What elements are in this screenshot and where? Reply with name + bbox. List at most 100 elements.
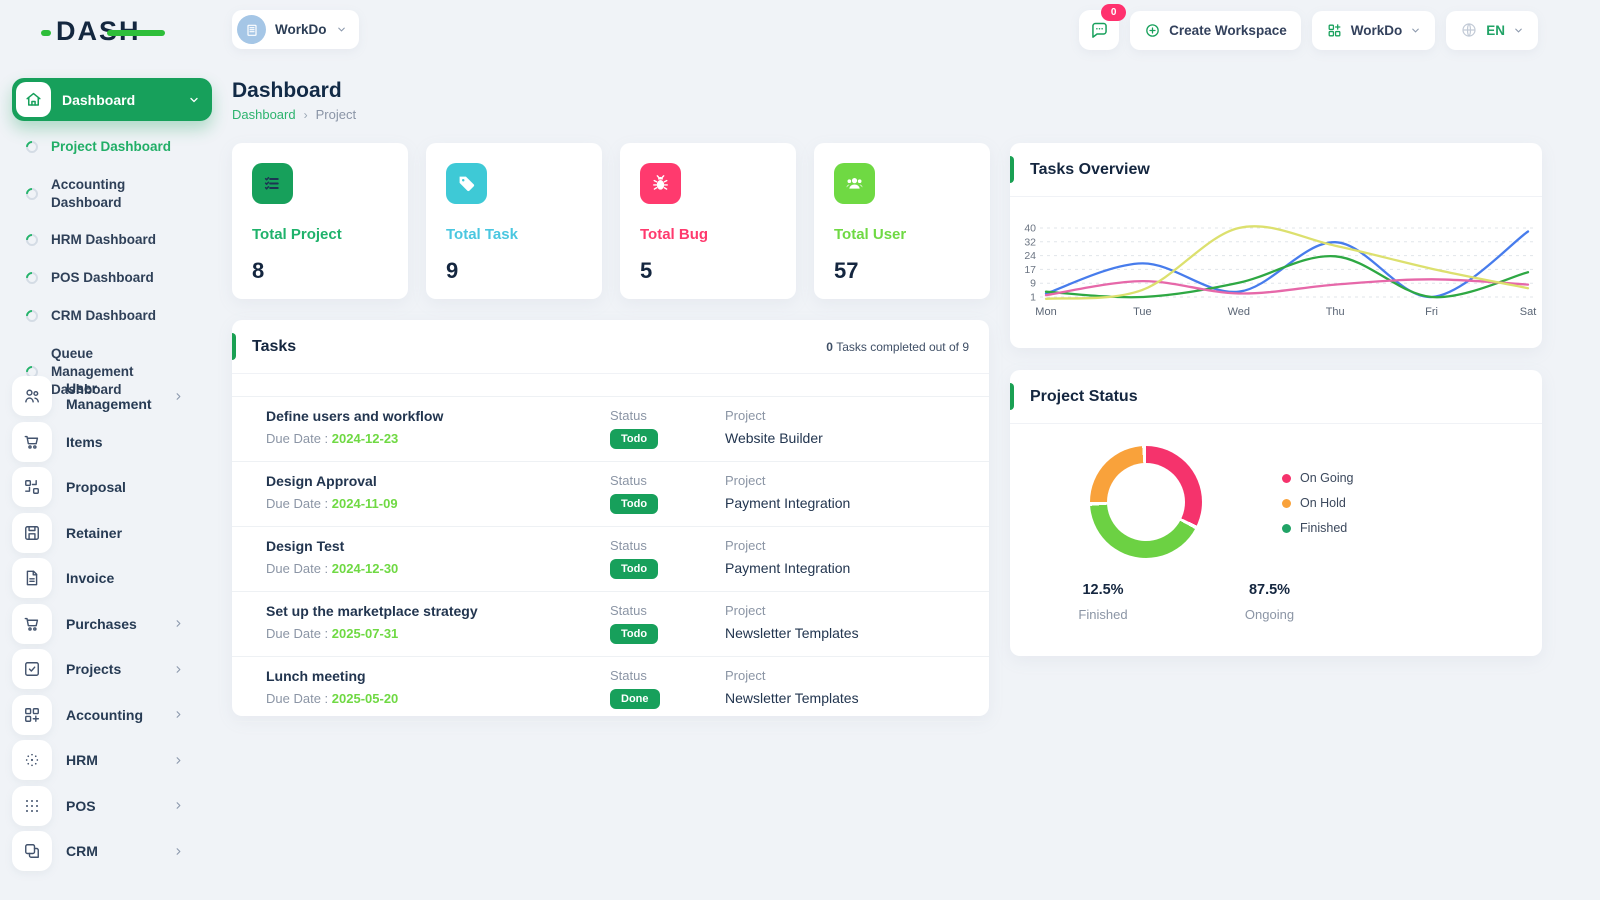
project-status-header: Project Status [1010, 370, 1542, 424]
chevron-right-icon [173, 664, 184, 675]
svg-text:32: 32 [1024, 236, 1036, 248]
tasks-card-title: Tasks [252, 337, 297, 355]
chevron-right-icon [173, 846, 184, 857]
chevron-right-icon [173, 709, 184, 720]
dot-ring-icon [23, 269, 41, 287]
task-row: Design Test Due Date : 2024-12-30 Status… [232, 527, 989, 592]
sidebar-subitem-crm-dashboard[interactable]: CRM Dashboard [12, 297, 196, 335]
sidebar-subitem-hrm-dashboard[interactable]: HRM Dashboard [12, 221, 196, 259]
stat-cards-row: Total Project 8 Total Task 9 Total Bug 5… [232, 143, 990, 299]
sidebar-item-purchases[interactable]: Purchases [12, 603, 196, 644]
svg-text:Tue: Tue [1133, 306, 1152, 318]
sidebar-subitem-accounting-dashboard[interactable]: Accounting Dashboard [12, 166, 196, 222]
due-date-value: 2025-05-20 [331, 691, 399, 706]
sidebar-item-dashboard[interactable]: Dashboard [12, 78, 212, 121]
legend-item-on-going: On Going [1282, 471, 1354, 485]
chevron-right-icon [173, 755, 184, 766]
task-row: Define users and workflow Due Date : 202… [232, 397, 989, 462]
status-badge: Todo [610, 494, 659, 514]
tasks-card: Tasks 0 Tasks completed out of 9 Define … [232, 320, 989, 722]
chat-bubble-icon [1089, 20, 1110, 41]
legend-dot-icon [1282, 523, 1291, 533]
task-title: Lunch meeting [266, 668, 366, 684]
sidebar-item-pos[interactable]: POS [12, 785, 196, 826]
finished-stat: 12.5% Finished [1048, 582, 1158, 622]
create-workspace-label: Create Workspace [1169, 22, 1287, 38]
sidebar-item-retainer[interactable]: Retainer [12, 512, 196, 553]
sidebar-item-user-management[interactable]: User Management [12, 376, 196, 416]
sidebar-item-items[interactable]: Items [12, 421, 196, 462]
stat-label: Total Bug [640, 226, 709, 243]
project-name: Payment Integration [725, 495, 851, 511]
stat-value: 9 [446, 258, 459, 283]
project-label: Project [725, 473, 766, 488]
sidebar-item-proposal[interactable]: Proposal [12, 467, 196, 507]
legend-dot-icon [1282, 498, 1291, 508]
status-label: Status [610, 668, 647, 683]
notification-badge: 0 [1101, 4, 1127, 21]
workspace-name: WorkDo [275, 22, 327, 37]
status-label: Status [610, 538, 647, 553]
sidebar-item-projects[interactable]: Projects [12, 649, 196, 689]
project-status-legend: On Going On Hold Finished [1282, 471, 1354, 546]
proposal-icon [12, 467, 52, 507]
create-workspace-button[interactable]: Create Workspace [1130, 10, 1301, 50]
sidebar-subitem-project-dashboard[interactable]: Project Dashboard [12, 128, 196, 166]
tasks-overview-line-chart: 40 32 24 17 9 1 Mon Tue Wed Thu Fri Sat [1010, 199, 1542, 339]
breadcrumb-separator: › [303, 107, 308, 122]
svg-text:Fri: Fri [1425, 306, 1438, 318]
workspace-switcher[interactable]: WorkDo [232, 10, 359, 49]
status-badge: Todo [610, 429, 659, 449]
language-selector[interactable]: EN [1446, 10, 1538, 50]
breadcrumb: Dashboard › Project [232, 107, 356, 122]
sidebar-item-accounting[interactable]: Accounting [12, 694, 196, 735]
globe-icon [1460, 21, 1478, 39]
chevron-right-icon [173, 800, 184, 811]
breadcrumb-dashboard-link[interactable]: Dashboard [232, 107, 296, 122]
tasks-overview-title: Tasks Overview [1030, 160, 1150, 178]
project-name: Newsletter Templates [725, 625, 859, 641]
status-badge: Todo [610, 559, 659, 579]
due-date-value: 2024-12-23 [331, 431, 399, 446]
svg-text:17: 17 [1024, 264, 1036, 276]
tasks-overview-header: Tasks Overview [1010, 143, 1542, 197]
svg-text:24: 24 [1024, 250, 1036, 262]
check-square-icon [12, 649, 52, 689]
sidebar-item-crm[interactable]: CRM [12, 831, 196, 871]
cart-icon [12, 421, 52, 462]
project-name: Payment Integration [725, 560, 851, 576]
svg-text:Mon: Mon [1035, 306, 1056, 318]
grid-plus-icon [1326, 22, 1343, 39]
due-date-value: 2024-11-09 [331, 496, 398, 511]
project-name: Website Builder [725, 430, 823, 446]
cart-icon [12, 603, 52, 644]
svg-text:Thu: Thu [1326, 306, 1345, 318]
project-label: Project [725, 668, 766, 683]
sidebar-subitem-queue-management-dashboard[interactable]: Queue Management Dashboard [12, 335, 196, 408]
svg-text:9: 9 [1030, 278, 1036, 290]
sidebar-subitem-pos-dashboard[interactable]: POS Dashboard [12, 259, 196, 297]
sidebar-nav: User Management Items Proposal Retainer … [12, 376, 196, 877]
project-status-title: Project Status [1030, 387, 1138, 405]
stat-card-total-user: Total User 57 [814, 143, 990, 299]
task-title: Design Approval [266, 473, 377, 489]
sidebar-item-invoice[interactable]: Invoice [12, 558, 196, 598]
chevron-down-icon [1410, 25, 1421, 36]
task-row: Set up the marketplace strategy Due Date… [232, 592, 989, 657]
stat-label: Total Task [446, 226, 518, 243]
due-date-label: Due Date : [266, 626, 329, 641]
messenger-button[interactable]: 0 [1079, 4, 1127, 50]
sidebar-item-hrm[interactable]: HRM [12, 740, 196, 780]
workspace-avatar building-icon [237, 15, 266, 44]
workdo-menu-button[interactable]: WorkDo [1311, 10, 1436, 50]
due-date-label: Due Date : [266, 496, 329, 511]
tasks-summary-count: 0 [826, 339, 833, 354]
sidebar-dashboard-label: Dashboard [62, 91, 136, 108]
logo-dash-shape [41, 30, 51, 36]
status-label: Status [610, 408, 647, 423]
tasks-summary: 0 Tasks completed out of 9 [826, 340, 969, 354]
project-name: Newsletter Templates [725, 690, 859, 706]
tasks-card-header: Tasks 0 Tasks completed out of 9 [232, 320, 989, 374]
svg-text:40: 40 [1024, 223, 1036, 235]
